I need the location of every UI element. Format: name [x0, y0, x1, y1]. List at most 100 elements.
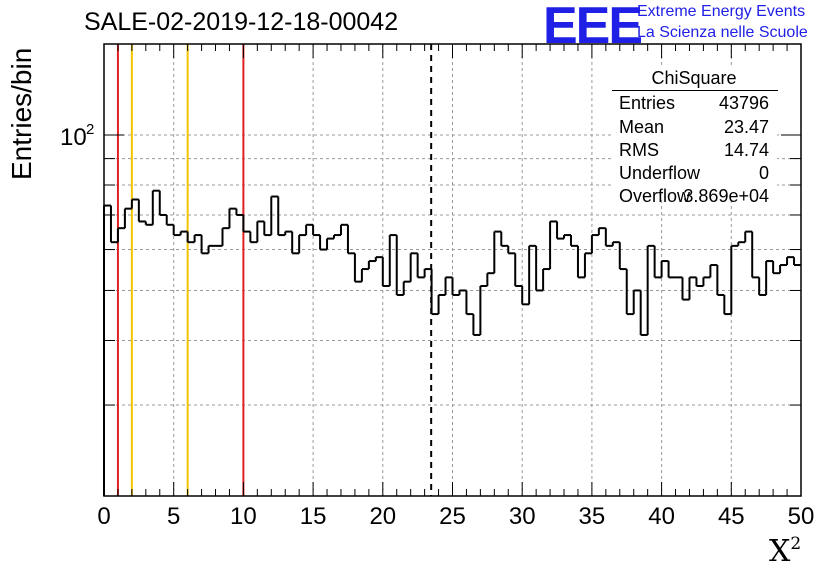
histogram-bin — [646, 244, 655, 335]
histogram-bin — [500, 231, 509, 247]
stats-divider — [612, 90, 778, 91]
histogram-bin — [339, 223, 348, 236]
chart-title: SALE-02-2019-12-18-00042 — [84, 8, 399, 36]
histogram-bin — [528, 244, 537, 305]
histogram-bin — [333, 234, 341, 239]
histogram-bin — [535, 245, 544, 292]
x-tick-label: 30 — [509, 503, 536, 530]
histogram-bin — [786, 256, 795, 266]
marker-lines — [116, 44, 433, 496]
histogram-bin — [667, 261, 676, 279]
x-tick-label: 20 — [369, 503, 396, 530]
histogram-bin — [597, 227, 606, 236]
y-tick-label: 10 — [60, 124, 87, 151]
histogram-bin — [451, 277, 460, 296]
histogram-bin — [346, 224, 355, 255]
histogram-bin — [660, 260, 669, 278]
histogram-bin — [723, 294, 732, 316]
histogram-bin — [569, 235, 578, 247]
histogram-bin — [493, 230, 502, 274]
logo-line-1: Extreme Energy Events — [637, 3, 806, 20]
histogram-bin — [109, 205, 118, 244]
histogram-bin — [374, 256, 383, 262]
histogram-bin — [576, 245, 585, 279]
histogram-bin — [270, 195, 279, 236]
stats-value: 3.869e+04 — [683, 186, 769, 206]
histogram-bin — [583, 252, 592, 278]
x-axis-label: Χ2 — [769, 534, 802, 569]
histogram-bin — [402, 280, 411, 295]
histogram-bin — [556, 221, 565, 240]
x-tick-label: 25 — [439, 503, 466, 530]
x-tick-label: 10 — [230, 503, 257, 530]
histogram-bin — [779, 264, 788, 274]
histogram-bin — [479, 285, 488, 335]
histogram-bin — [709, 264, 718, 278]
histogram-bin — [151, 189, 160, 225]
y-axis-label: Entries/bin — [6, 47, 37, 180]
histogram-bin — [193, 234, 202, 243]
x-tick-label: 0 — [97, 503, 110, 530]
histogram-bin — [758, 277, 767, 296]
histogram-bin — [611, 241, 620, 246]
histogram-bin — [186, 231, 195, 244]
histogram-bin — [130, 198, 139, 209]
histogram-bin — [144, 221, 153, 226]
histogram-bin — [228, 207, 237, 229]
stats-key: Underflow — [619, 163, 701, 183]
histogram-bin — [772, 261, 781, 275]
histogram-bin — [137, 199, 146, 223]
histogram-bin — [625, 269, 634, 316]
histogram-bin — [618, 242, 627, 271]
histogram-bin — [716, 265, 725, 296]
histogram-bin — [437, 293, 446, 315]
histogram-bin — [319, 235, 328, 251]
stats-key: Overflow — [619, 186, 691, 206]
y-tick-label-exponent: 2 — [86, 121, 94, 138]
histogram-bin — [367, 260, 376, 270]
stats-key: Mean — [619, 117, 665, 137]
histogram-bin — [172, 224, 181, 237]
histogram-bin — [423, 268, 432, 278]
histogram-bin — [563, 234, 571, 239]
histogram-bin — [465, 290, 474, 316]
eee-logo: EEE — [543, 0, 643, 55]
stats-key: RMS — [619, 140, 659, 160]
histogram-bin — [249, 231, 258, 244]
histogram-bin — [312, 224, 321, 237]
histogram-bin — [549, 220, 558, 270]
histogram-bin — [542, 268, 551, 291]
stats-key: Entries — [619, 93, 676, 113]
histogram-bin — [653, 245, 662, 279]
x-tick-label: 45 — [718, 503, 745, 530]
histogram-bin — [165, 214, 174, 226]
histogram-bin — [416, 253, 425, 279]
histogram-bin — [305, 223, 314, 236]
histogram-bin — [242, 214, 251, 233]
histogram-bin — [765, 260, 774, 295]
histogram-bin — [409, 252, 418, 282]
stats-value: 23.47 — [723, 117, 769, 137]
histogram-bin — [277, 196, 286, 237]
histogram-bin — [521, 286, 530, 306]
histogram-bin — [695, 277, 704, 288]
histogram-bin — [207, 244, 216, 254]
histogram-bin — [395, 235, 404, 296]
histogram-bin — [388, 234, 397, 287]
histogram-bin — [604, 228, 613, 247]
logo-line-2: La Scienza nelle Scuole — [637, 24, 808, 41]
stats-value: 43796 — [718, 93, 769, 113]
histogram-bin — [360, 268, 369, 282]
histogram-bin — [590, 234, 599, 254]
histogram-bin — [179, 230, 188, 236]
histogram-bin — [702, 276, 711, 287]
histogram-bin — [737, 241, 746, 246]
x-tick-label: 40 — [648, 503, 675, 530]
histogram-bin — [221, 227, 230, 246]
x-tick-label: 50 — [788, 503, 815, 530]
histogram-bin — [263, 221, 272, 237]
histogram-bin — [632, 289, 641, 315]
histogram-bin — [353, 253, 362, 283]
